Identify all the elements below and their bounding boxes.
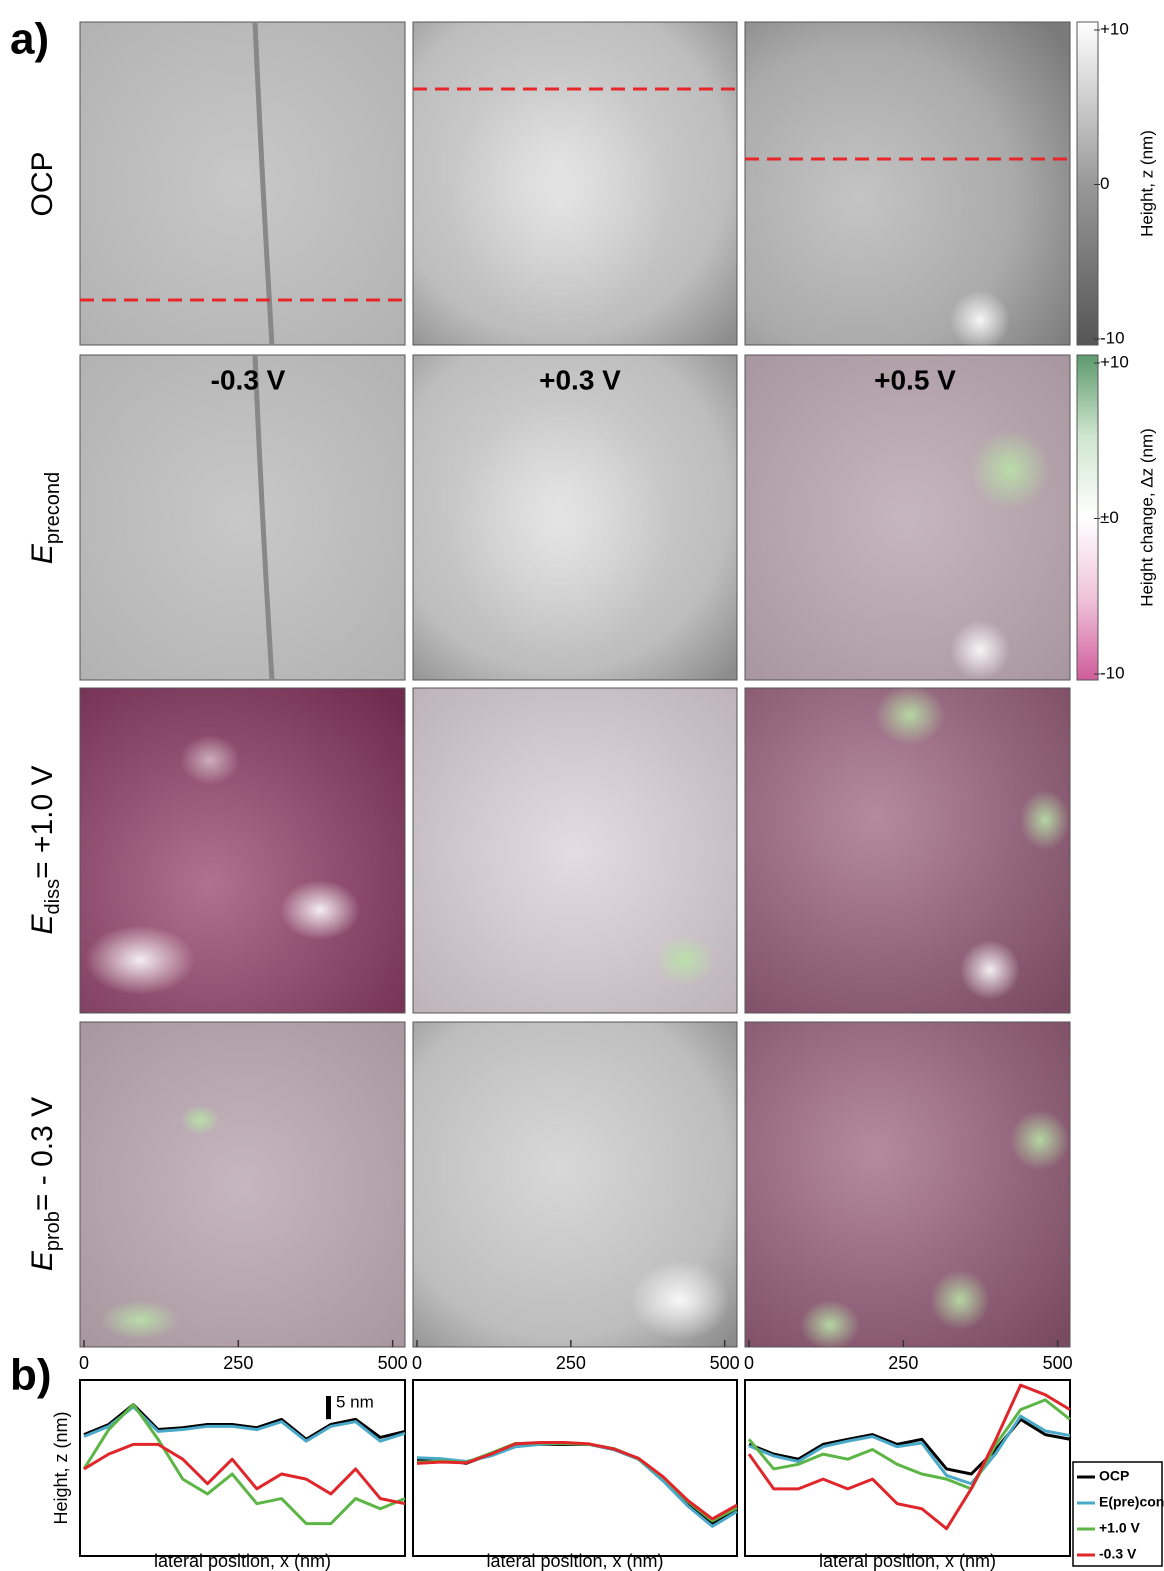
x-tick-label: 250 bbox=[223, 1353, 253, 1373]
colorbar-tick-label: +10 bbox=[1100, 352, 1129, 371]
plot-frame bbox=[412, 1379, 738, 1557]
column-label: +0.5 V bbox=[874, 364, 956, 395]
row-subscript: diss bbox=[42, 879, 64, 915]
colorbar bbox=[1076, 21, 1099, 346]
profile-curve bbox=[82, 1403, 406, 1526]
legend-label: -0.3 V bbox=[1099, 1546, 1137, 1562]
scale-bar bbox=[326, 1396, 331, 1420]
legend-label: +1.0 V bbox=[1099, 1520, 1141, 1536]
colorbar-tick-label: -10 bbox=[1100, 328, 1125, 347]
row-label: Eprecond bbox=[26, 472, 64, 564]
x-tick-label: 250 bbox=[888, 1353, 918, 1373]
profile-curve bbox=[748, 1414, 1071, 1486]
afm-image bbox=[79, 21, 406, 346]
row-suffix: = +1.0 V bbox=[26, 765, 59, 878]
y-axis-label: Height, z (nm) bbox=[51, 1411, 71, 1524]
colorbar-tick-label: -10 bbox=[1100, 663, 1125, 682]
colorbar-tick-label: ±0 bbox=[1100, 508, 1119, 527]
plot-frame bbox=[744, 1379, 1071, 1557]
profile-lines bbox=[80, 87, 1070, 302]
column-label: +0.3 V bbox=[539, 364, 621, 395]
colorbar-tick-label: +10 bbox=[1100, 19, 1129, 38]
profile-curve bbox=[416, 1441, 738, 1521]
legend-label: E(pre)con bbox=[1099, 1494, 1164, 1510]
afm-image bbox=[79, 1021, 406, 1348]
row-label: OCP bbox=[26, 151, 59, 216]
profile-curve bbox=[417, 1442, 738, 1526]
x-axis-label: lateral position, x (nm) bbox=[819, 1551, 996, 1571]
afm-image bbox=[744, 21, 1071, 346]
x-tick-label: 0 bbox=[412, 1353, 422, 1373]
colorbar-label: Height change, Δz (nm) bbox=[1137, 428, 1156, 607]
x-axis-label: lateral position, x (nm) bbox=[154, 1551, 331, 1571]
profile-curve bbox=[747, 1398, 1071, 1491]
profile-curve bbox=[416, 1441, 738, 1523]
row-label: Ediss= +1.0 V bbox=[26, 765, 64, 934]
row-subscript: precond bbox=[42, 472, 64, 544]
legend-box bbox=[1072, 1461, 1163, 1567]
afm-image bbox=[744, 354, 1071, 681]
profile-curve bbox=[83, 1405, 406, 1443]
legend: OCP E(pre)con +1.0 V -0.3 V bbox=[1072, 1461, 1164, 1567]
x-axis-label: lateral position, x (nm) bbox=[486, 1551, 663, 1571]
x-tick-label: 500 bbox=[710, 1353, 740, 1373]
surface-features bbox=[85, 21, 1070, 1350]
row-subscript: prob bbox=[42, 1211, 64, 1251]
colorbar-tick-label: 0 bbox=[1100, 174, 1109, 193]
row-symbol: E bbox=[26, 914, 59, 935]
row-symbol: E bbox=[26, 543, 59, 564]
profile-curve bbox=[83, 1442, 406, 1506]
colorbar bbox=[1076, 354, 1099, 681]
x-tick-label: 250 bbox=[556, 1353, 586, 1373]
row-label: Eprob= - 0.3 V bbox=[26, 1097, 64, 1271]
afm-image bbox=[79, 354, 406, 681]
column-label: -0.3 V bbox=[211, 364, 286, 395]
x-tick-label: 0 bbox=[79, 1353, 89, 1373]
colorbar-label: Height, z (nm) bbox=[1137, 130, 1156, 237]
afm-image bbox=[744, 1021, 1071, 1348]
plot-frame bbox=[79, 1379, 406, 1557]
x-tick-label: 500 bbox=[1043, 1353, 1073, 1373]
row-suffix: = - 0.3 V bbox=[26, 1097, 59, 1211]
x-tick-label: 0 bbox=[744, 1353, 754, 1373]
scale-bar-label: 5 nm bbox=[336, 1392, 374, 1411]
x-tick-label: 500 bbox=[378, 1353, 408, 1373]
row-symbol: E bbox=[26, 1250, 59, 1271]
legend-label: OCP bbox=[1099, 1468, 1129, 1484]
panel-label: a) bbox=[10, 15, 49, 64]
profile-curve bbox=[747, 1383, 1071, 1531]
afm-images bbox=[79, 21, 1071, 1348]
profile-curve bbox=[416, 1441, 738, 1528]
panel-label: b) bbox=[10, 1351, 52, 1400]
